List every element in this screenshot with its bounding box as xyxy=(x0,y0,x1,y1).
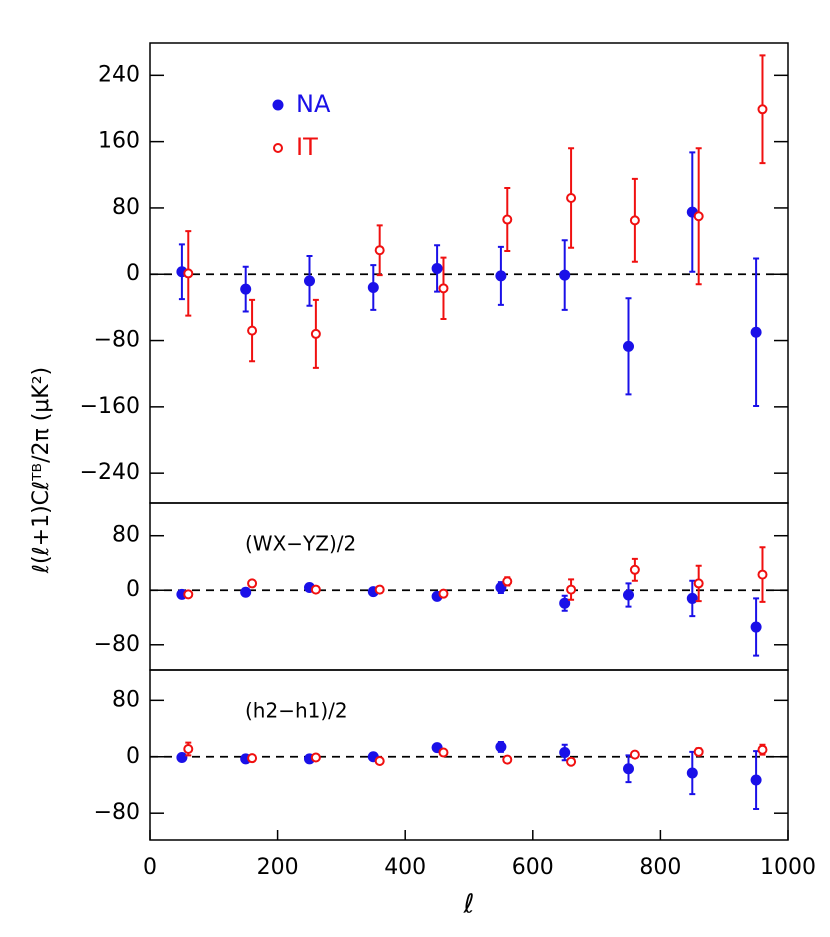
y-tick-label: 0 xyxy=(126,577,140,602)
marker xyxy=(623,340,634,352)
marker xyxy=(629,564,640,575)
legend-marker xyxy=(272,99,284,111)
marker xyxy=(757,569,768,580)
y-tick-label: −240 xyxy=(80,460,140,485)
marker xyxy=(176,751,188,763)
marker xyxy=(374,584,385,595)
marker xyxy=(750,774,762,786)
marker xyxy=(566,584,577,595)
marker xyxy=(629,215,640,226)
marker xyxy=(374,245,385,256)
marker xyxy=(686,592,698,604)
marker xyxy=(623,589,634,601)
y-tick-label: 240 xyxy=(98,62,140,87)
marker xyxy=(247,578,258,589)
y-tick-label: 0 xyxy=(126,261,140,286)
marker xyxy=(750,326,762,338)
marker xyxy=(629,749,640,760)
x-tick-label: 800 xyxy=(639,855,681,880)
marker xyxy=(183,744,194,755)
marker xyxy=(559,747,571,759)
marker xyxy=(502,754,513,765)
marker xyxy=(693,211,704,222)
x-tick-label: 600 xyxy=(512,855,554,880)
y-tick-label: −160 xyxy=(80,394,140,419)
y-tick-label: 160 xyxy=(98,129,140,154)
marker xyxy=(240,586,252,598)
x-tick-label: 0 xyxy=(143,855,157,880)
marker xyxy=(623,763,634,775)
marker xyxy=(495,741,507,753)
marker xyxy=(310,752,321,763)
marker xyxy=(502,214,513,225)
marker xyxy=(183,268,194,279)
marker xyxy=(367,282,379,294)
marker xyxy=(757,744,768,755)
marker xyxy=(438,588,449,599)
marker xyxy=(502,576,513,587)
marker xyxy=(247,325,258,336)
marker xyxy=(559,597,571,609)
marker xyxy=(310,584,321,595)
y-tick-label: −80 xyxy=(94,328,140,353)
y-tick-label: 80 xyxy=(112,523,140,548)
marker xyxy=(750,621,762,633)
x-axis-label: ℓ xyxy=(463,890,475,920)
y-tick-label: 80 xyxy=(112,687,140,712)
x-tick-label: 1000 xyxy=(760,855,816,880)
marker xyxy=(240,283,252,295)
legend-label: NA xyxy=(296,90,331,118)
marker xyxy=(438,747,449,758)
marker xyxy=(757,104,768,115)
marker xyxy=(310,328,321,339)
marker xyxy=(686,767,698,779)
y-tick-label: 0 xyxy=(126,744,140,769)
y-axis-label: ℓ(ℓ+1)Cℓᵀᴮ/2π (μK²) xyxy=(29,367,54,574)
marker xyxy=(566,192,577,203)
marker xyxy=(566,756,577,767)
x-tick-label: 200 xyxy=(257,855,299,880)
panel-annotation: (h2−h1)/2 xyxy=(245,699,348,723)
marker xyxy=(374,755,385,766)
y-tick-label: −80 xyxy=(94,800,140,825)
marker xyxy=(495,270,507,282)
marker xyxy=(431,262,443,274)
marker xyxy=(304,275,315,287)
y-tick-label: −80 xyxy=(94,632,140,657)
panel-annotation: (WX−YZ)/2 xyxy=(245,532,356,556)
marker xyxy=(693,578,704,589)
marker xyxy=(247,753,258,764)
legend-marker xyxy=(273,143,283,153)
x-tick-label: 400 xyxy=(384,855,426,880)
marker xyxy=(438,283,449,294)
marker xyxy=(559,269,571,281)
y-tick-label: 80 xyxy=(112,195,140,220)
plot-frame xyxy=(149,669,789,841)
marker xyxy=(183,589,194,600)
marker xyxy=(693,746,704,757)
legend-label: IT xyxy=(296,133,318,161)
